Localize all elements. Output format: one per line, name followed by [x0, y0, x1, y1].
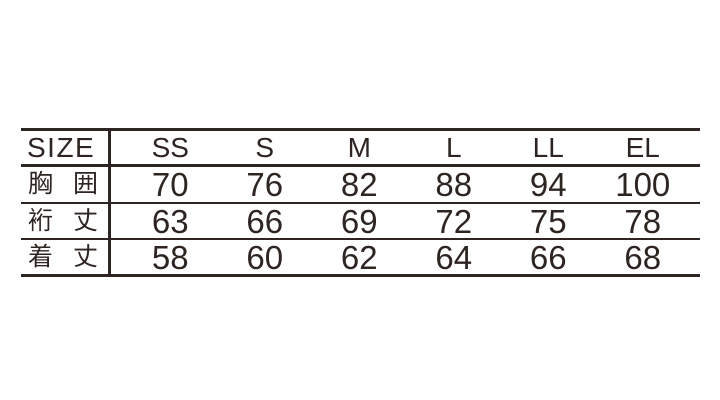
row-label-cell-sleeve: 裄 丈 [21, 204, 111, 238]
row-label-chest: 胸 囲 [28, 170, 98, 198]
cell-sleeve-ss: 63 [151, 202, 189, 240]
header-cell-ll: LL [532, 131, 564, 163]
header-cell-ss: SS [151, 131, 189, 163]
row-label-cell-length: 着 丈 [21, 240, 111, 274]
cell-sleeve-el: 78 [624, 202, 662, 240]
row-cells-length: 58 60 62 64 66 68 [111, 240, 700, 274]
cell-length-ll: 66 [529, 238, 567, 276]
table-row-length: 着 丈 58 60 62 64 66 68 [21, 240, 700, 274]
cell-sleeve-m: 69 [340, 202, 378, 240]
cell-chest-l: 88 [435, 166, 473, 203]
cell-length-ss: 58 [151, 238, 189, 276]
row-label-cell-chest: 胸 囲 [21, 167, 111, 202]
cell-chest-el: 100 [615, 166, 671, 203]
cell-length-s: 60 [246, 238, 284, 276]
header-cells: SS S M L LL EL [111, 131, 700, 164]
row-label-length: 着 丈 [28, 242, 98, 271]
cell-sleeve-ll: 75 [529, 202, 567, 240]
cell-length-m: 62 [340, 238, 378, 276]
row-cells-sleeve: 63 66 69 72 75 78 [111, 204, 700, 238]
table-header-row: SIZE SS S M L LL EL [21, 131, 700, 167]
size-chart-table: SIZE SS S M L LL EL 胸 囲 70 76 82 88 94 1… [21, 128, 700, 277]
header-cell-l: L [445, 131, 462, 163]
cell-chest-m: 82 [340, 166, 378, 203]
row-label-sleeve: 裄 丈 [28, 206, 98, 235]
cell-sleeve-l: 72 [435, 202, 473, 240]
table-row-sleeve: 裄 丈 63 66 69 72 75 78 [21, 204, 700, 240]
cell-sleeve-s: 66 [246, 202, 284, 240]
header-cell-s: S [255, 131, 275, 163]
header-cell-m: M [347, 131, 371, 163]
table-row-chest: 胸 囲 70 76 82 88 94 100 [21, 167, 700, 204]
row-cells-chest: 70 76 82 88 94 100 [111, 167, 700, 202]
cell-chest-ss: 70 [151, 166, 189, 203]
cell-chest-s: 76 [246, 166, 284, 203]
cell-length-l: 64 [435, 238, 473, 276]
cell-length-el: 68 [624, 238, 662, 276]
size-header-label: SIZE [27, 131, 96, 163]
header-cell-el: EL [625, 131, 660, 163]
cell-chest-ll: 94 [529, 166, 567, 203]
size-header-cell: SIZE [21, 131, 111, 164]
